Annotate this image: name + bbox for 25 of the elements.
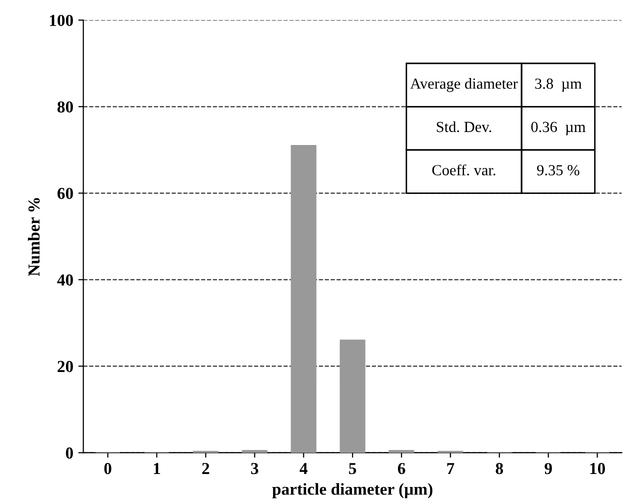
y-tick-label: 40 [57,274,73,286]
y-tick-label: 20 [58,360,73,372]
x-tick-label: 1 [154,462,160,474]
y-tick-label: 80 [57,101,73,113]
x-tick-label: 0 [104,462,112,474]
x-tick-label: 4 [300,463,308,474]
x-tick-label: 5 [349,463,356,474]
x-tick-label: 6 [398,462,406,474]
y-tick-label: 0 [66,447,73,459]
x-tick-label: 7 [447,463,454,474]
x-tick-label: 9 [544,462,552,474]
x-tick-label: 8 [496,462,504,474]
y-tick-label: 100 [50,14,73,26]
annotation: Coeff. var. [432,164,496,176]
annotation: Std. Dev. [436,121,492,132]
y-axis-title: Number % [28,198,40,276]
x-tick-label: 2 [202,462,210,474]
y-tick-label: 60 [58,188,73,200]
annotation: 9.35 % [537,165,580,176]
annotation: 0.36 µm [531,122,586,136]
x-tick-label: 10 [590,462,605,474]
annotation: Average diameter [410,78,518,92]
x-axis-title: particle diameter (µm) [272,483,432,498]
x-tick-label: 3 [251,462,258,474]
annotation: 3.8 µm [535,78,582,92]
